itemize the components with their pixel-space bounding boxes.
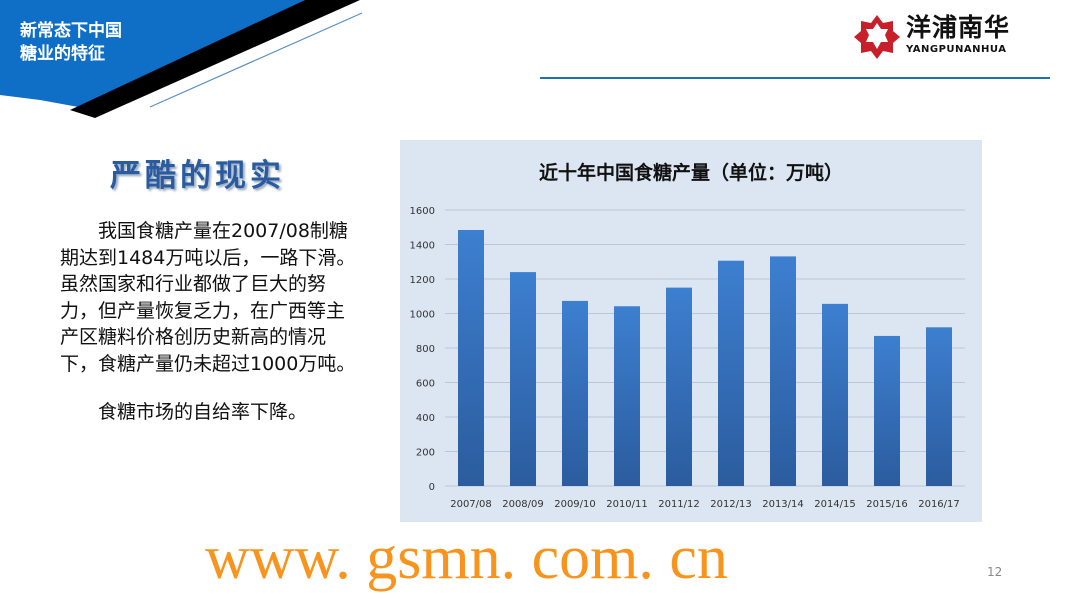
section-title: 新常态下中国 糖业的特征 [20,20,122,66]
section-title-line1: 新常态下中国 [20,21,122,41]
x-tick-label: 2008/09 [502,499,544,510]
logo-name-cn: 洋浦南华 [906,13,1011,42]
x-tick-label: 2012/13 [710,499,752,510]
y-tick-label: 1600 [410,206,435,217]
y-tick-label: 400 [416,413,435,424]
header-rule [540,77,1050,79]
logo-name-en: YANGPUNANHUA [906,44,1007,55]
bar-2010/11 [614,306,640,486]
x-tick-label: 2016/17 [918,499,960,510]
bar-2014/15 [822,303,848,486]
watermark: www. gsmn. com. cn [205,524,728,592]
chart-title: 近十年中国食糖产量（单位：万吨） [538,162,843,184]
bar-chart: 0 200 400 600 800 1000 1200 1400 1600 2007/08 2008… [410,206,965,510]
body-text: 我国食糖产量在2007/08制糖期达到1484万吨以后，一路下滑。虽然国家和行业… [60,218,360,426]
page-number: 12 [987,565,1003,579]
header-black-stripe [70,0,360,118]
x-tick-label: 2013/14 [762,499,804,510]
slide-heading: 严酷的现实 [110,158,285,194]
header-thin-line [149,12,363,108]
bar-2007/08 [458,230,484,486]
x-tick-label: 2007/08 [450,499,492,510]
header-banner [0,0,363,118]
paragraph-2: 食糖市场的自给率下降。 [98,401,308,423]
x-tick-label: 2011/12 [658,499,700,510]
logo-icon [854,15,900,59]
bar-2013/14 [770,256,796,486]
section-title-line2: 糖业的特征 [20,44,105,64]
bar-2016/17 [926,327,952,486]
bar-2008/09 [510,272,536,486]
y-tick-label: 0 [429,482,435,493]
y-tick-label: 1000 [410,310,435,321]
y-tick-label: 1400 [410,241,435,252]
x-tick-label: 2014/15 [814,499,856,510]
y-tick-label: 1200 [410,275,435,286]
y-tick-label: 200 [416,448,435,459]
bar-2009/10 [562,300,588,486]
y-tick-label: 800 [416,344,435,355]
bar-2012/13 [718,260,744,486]
header-blue-shape [0,0,305,110]
x-tick-label: 2010/11 [606,499,648,510]
x-tick-label: 2009/10 [554,499,596,510]
x-tick-label: 2015/16 [866,499,908,510]
y-tick-label: 600 [416,379,435,390]
bar-2015/16 [874,335,900,486]
bar-2011/12 [666,287,692,486]
paragraph-1: 我国食糖产量在2007/08制糖期达到1484万吨以后，一路下滑。虽然国家和行业… [60,220,356,375]
